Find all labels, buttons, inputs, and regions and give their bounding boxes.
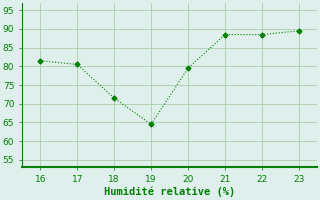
X-axis label: Humidité relative (%): Humidité relative (%) [104,187,235,197]
